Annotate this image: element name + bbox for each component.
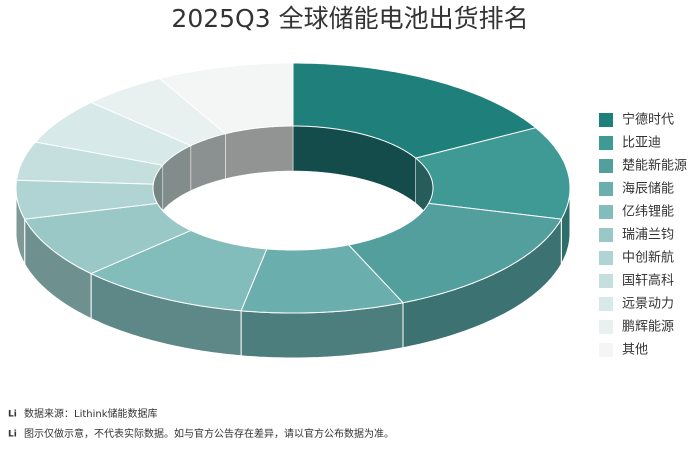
walls — [15, 188, 571, 359]
legend-swatch — [599, 320, 613, 334]
legend-label: 瑞浦兰钧 — [622, 228, 674, 243]
legend-swatch — [599, 274, 613, 288]
footer-source: 数据来源：Lithink储能数据库 — [24, 407, 158, 420]
inner-wall — [225, 126, 294, 180]
legend-label: 鹏辉能源 — [622, 320, 674, 335]
chart-title: 2025Q3 全球储能电池出货排名 — [171, 4, 528, 33]
legend-swatch — [599, 182, 613, 196]
legend-swatch — [599, 297, 613, 311]
footer-logo: Li — [8, 430, 17, 440]
legend-label: 海辰储能 — [622, 182, 674, 197]
legend-label: 其他 — [622, 343, 648, 358]
legend-label: 中创新航 — [622, 250, 674, 266]
legend-label: 国轩高科 — [622, 273, 674, 289]
legend-swatch — [599, 205, 613, 219]
legend-swatch — [599, 228, 613, 242]
legend-label: 比亚迪 — [622, 136, 661, 151]
legend-label: 楚能新能源 — [622, 158, 687, 174]
legend-swatch — [599, 136, 613, 150]
legend-swatch — [599, 343, 613, 357]
legend-swatch — [599, 113, 613, 127]
top-faces — [15, 62, 571, 314]
legend-label: 宁德时代 — [622, 112, 674, 128]
footer-logo: Li — [8, 410, 17, 420]
footer-note: 图示仅做示意，不代表实际数据。如与官方公告存在差异，请以官方公布数据为准。 — [24, 427, 394, 440]
legend: 宁德时代比亚迪楚能新能源海辰储能亿纬锂能瑞浦兰钧中创新航国轩高科远景动力鹏辉能源… — [599, 112, 687, 358]
legend-swatch — [599, 251, 613, 265]
donut-slice — [158, 62, 294, 135]
legend-swatch — [599, 159, 613, 173]
legend-label: 远景动力 — [622, 297, 674, 312]
legend-label: 亿纬锂能 — [622, 205, 674, 220]
